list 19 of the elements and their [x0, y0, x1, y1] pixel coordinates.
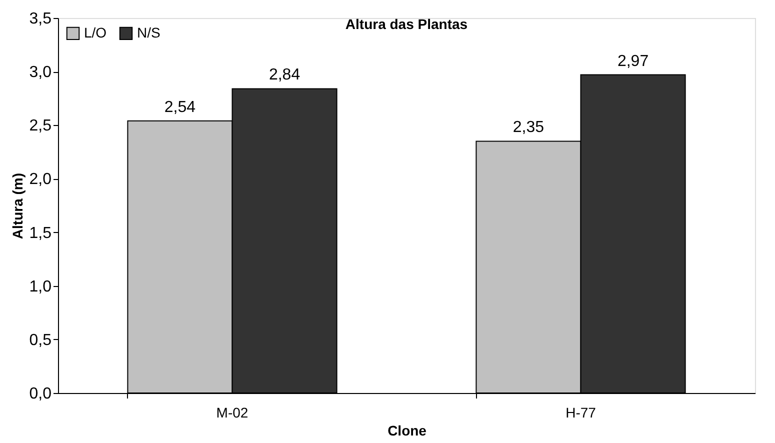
y-tick-label: 0,5: [29, 332, 52, 349]
y-tick-label: 3,5: [29, 10, 52, 28]
legend-label: L/O: [84, 24, 107, 40]
data-label: 2,54: [164, 98, 196, 116]
legend-label: N/S: [137, 24, 160, 40]
x-axis-title: Clone: [388, 422, 427, 438]
y-tick-label: 2,5: [29, 118, 52, 135]
y-tick-label: 2,0: [29, 171, 52, 188]
x-tick-label: M-02: [216, 404, 248, 420]
y-tick-label: 3,0: [29, 64, 52, 82]
y-axis-title: Altura (m): [9, 172, 26, 240]
y-tick-label: 1,0: [29, 278, 52, 296]
chart-title: Altura das Plantas: [345, 16, 468, 32]
y-tick-label: 1,5: [29, 224, 52, 242]
data-label: 2,97: [617, 52, 649, 70]
data-label: 2,84: [268, 66, 300, 84]
y-tick-label: 0,0: [29, 386, 52, 402]
data-label: 2,35: [512, 119, 544, 136]
x-tick-label: H-77: [566, 404, 596, 420]
